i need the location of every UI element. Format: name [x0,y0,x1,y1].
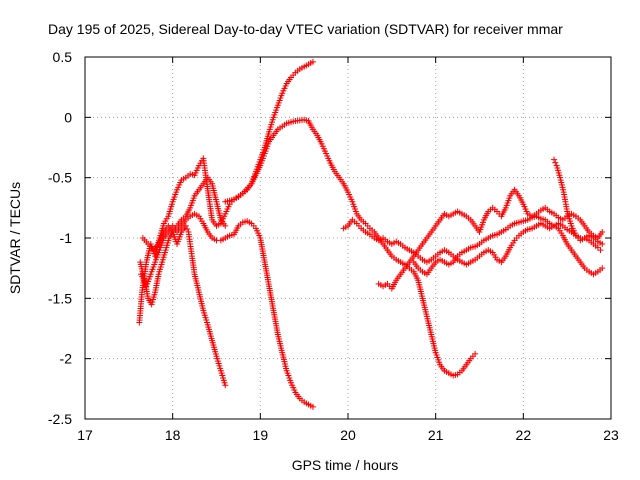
series-track-7 [375,186,606,292]
series-track-6 [340,216,606,268]
x-tick-label: 19 [253,427,269,443]
y-tick-label: -1 [60,230,73,246]
data-point-marker [222,382,229,389]
chart-title: Day 195 of 2025, Sidereal Day-to-day VTE… [48,21,563,37]
y-tick-label: -1.5 [48,290,72,306]
data-point-marker [599,265,606,272]
y-tick-label: -2.5 [48,411,72,427]
data-point-marker [599,228,606,235]
data-point-marker [309,403,316,410]
data-point-marker [599,241,606,248]
x-tick-label: 17 [77,427,93,443]
data-point-marker [597,247,604,254]
series-track-5 [222,116,479,379]
data-point-marker [551,156,558,163]
data-point-marker [222,222,229,229]
y-tick-label: 0 [64,109,72,125]
y-tick-label: -2 [60,351,73,367]
y-axis-label: SDTVAR / TECUs [7,182,23,294]
series-track-2 [137,174,229,308]
series-track-3 [138,210,316,410]
data-series [136,58,606,410]
x-tick-label: 22 [516,427,532,443]
x-tick-label: 18 [165,427,181,443]
series-track-1 [136,58,316,326]
series-track-4 [139,222,229,389]
x-axis-label: GPS time / hours [292,457,399,473]
data-point-marker [182,222,189,229]
data-point-marker [472,350,479,357]
data-point-marker [309,58,316,65]
x-tick-label: 20 [340,427,356,443]
y-tick-label: -0.5 [48,170,72,186]
x-tick-label: 21 [428,427,444,443]
series-track-9 [551,156,604,254]
data-point-marker [552,159,559,166]
y-tick-label: 0.5 [53,49,73,65]
axis-ticks: 17 18 19 20 21 22 23 0.5 0 -0.5 -1 -1.5 -2 -2.5 [48,49,619,443]
data-point-marker [184,225,191,232]
series-track-8 [410,213,606,278]
x-tick-label: 23 [603,427,619,443]
